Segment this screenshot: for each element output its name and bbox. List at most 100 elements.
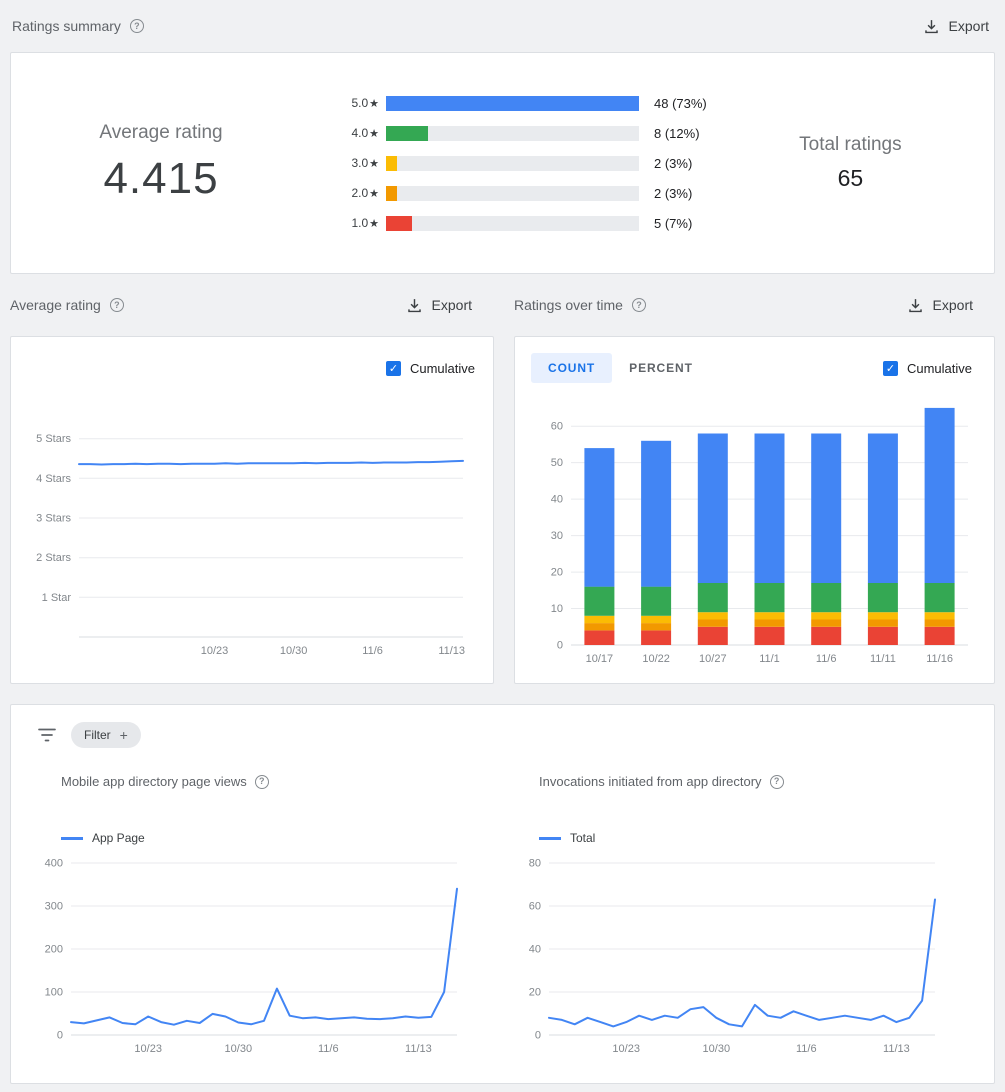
export-label: Export <box>948 18 989 34</box>
svg-text:4 Stars: 4 Stars <box>36 473 71 485</box>
svg-text:11/11: 11/11 <box>870 653 896 665</box>
svg-text:3 Stars: 3 Stars <box>36 513 71 525</box>
bar-segment <box>754 626 785 645</box>
rating-bar-fill <box>386 215 413 231</box>
average-rating-chart: 5 Stars 4 Stars 3 Stars 2 Stars 1 Star 10/23 1… <box>36 433 465 657</box>
export-button-average-rating[interactable]: Export <box>406 297 472 314</box>
cumulative-checkbox[interactable]: ✓ Cumulative <box>882 360 972 376</box>
app-directory-charts: Mobile app directory page views ? App Pa… <box>11 774 994 1069</box>
svg-text:0: 0 <box>535 1030 541 1042</box>
average-rating-card-toolbar: ✓ Cumulative <box>17 353 483 383</box>
bar-segment <box>924 626 955 645</box>
ratings-summary-header: Ratings summary ? Export <box>10 0 995 52</box>
star-icon: ★ <box>369 187 379 200</box>
rating-bar-track <box>386 215 639 231</box>
svg-text:40: 40 <box>551 494 563 506</box>
average-rating-section-header: Average rating ? Export <box>10 297 494 314</box>
help-icon[interactable]: ? <box>109 298 124 312</box>
cumulative-checkbox[interactable]: ✓ Cumulative <box>385 360 475 376</box>
help-icon[interactable]: ? <box>129 19 144 33</box>
svg-text:20: 20 <box>529 987 541 999</box>
series-line <box>548 898 936 1028</box>
bar-segment <box>924 407 955 583</box>
svg-text:11/6: 11/6 <box>362 645 383 657</box>
svg-text:40: 40 <box>529 944 541 956</box>
ratings-summary-title: Ratings summary <box>12 18 121 34</box>
help-icon[interactable]: ? <box>631 298 646 312</box>
rating-distribution-row: 4.0 ★ 8 (12%) <box>335 118 707 148</box>
invocations-title-group: Invocations initiated from app directory… <box>539 774 967 789</box>
rating-bar-fill <box>386 155 397 171</box>
bar-segment <box>697 619 728 627</box>
export-label: Export <box>932 297 973 313</box>
tab-percent[interactable]: PERCENT <box>629 361 693 375</box>
filter-chip[interactable]: Filter + <box>71 722 141 748</box>
svg-text:11/13: 11/13 <box>405 1043 432 1055</box>
bar-segment <box>754 612 785 620</box>
ratings-summary-title-group: Ratings summary ? <box>12 18 144 34</box>
svg-text:200: 200 <box>45 944 63 956</box>
rating-count-label: 48 (73%) <box>654 95 707 111</box>
download-icon <box>924 19 938 33</box>
svg-text:10/27: 10/27 <box>699 653 727 665</box>
star-icon: ★ <box>369 157 379 170</box>
svg-text:50: 50 <box>551 457 563 469</box>
download-icon <box>908 298 922 312</box>
export-button-ratings-summary[interactable]: Export <box>923 18 989 35</box>
ratings-over-time-section-header: Ratings over time ? Export <box>514 297 995 314</box>
legend-label: App Page <box>92 831 145 845</box>
export-button-ratings-over-time[interactable]: Export <box>907 297 973 314</box>
legend-line-icon <box>539 836 561 840</box>
filter-icon[interactable] <box>38 728 56 742</box>
star-icon: ★ <box>369 127 379 140</box>
average-rating-block: Average rating 4.415 <box>11 122 311 204</box>
page-views-title-group: Mobile app directory page views ? <box>61 774 489 789</box>
svg-text:100: 100 <box>45 987 63 999</box>
help-icon[interactable]: ? <box>769 774 784 789</box>
svg-text:60: 60 <box>551 421 563 433</box>
average-rating-section-title: Average rating <box>10 297 101 313</box>
average-rating-card: ✓ Cumulative 5 Stars 4 Stars 3 Stars 2 Star… <box>10 336 494 684</box>
bar-segment <box>584 623 615 631</box>
svg-text:11/6: 11/6 <box>318 1043 339 1055</box>
bar-segment <box>584 586 615 616</box>
ratings-over-time-title-group: Ratings over time ? <box>514 297 646 313</box>
svg-text:30: 30 <box>551 530 563 542</box>
svg-text:300: 300 <box>45 901 63 913</box>
bar-segment <box>754 619 785 627</box>
bar-segment <box>867 583 898 613</box>
ratings-over-time-card: COUNT PERCENT ✓ Cumulative 0 10 20 30 40 50 60… <box>514 336 995 684</box>
bar-segment <box>811 433 842 583</box>
bar-segment <box>584 630 615 645</box>
tab-count[interactable]: COUNT <box>531 353 613 383</box>
bar-segment <box>754 583 785 613</box>
svg-text:10/23: 10/23 <box>612 1043 640 1055</box>
help-icon[interactable]: ? <box>254 774 269 789</box>
svg-text:11/6: 11/6 <box>796 1043 817 1055</box>
svg-text:10: 10 <box>551 603 563 615</box>
series-line <box>78 459 464 466</box>
svg-text:20: 20 <box>551 567 563 579</box>
star-icon: ★ <box>369 97 379 110</box>
average-rating-label: Average rating <box>99 122 223 143</box>
bar-segment <box>697 626 728 645</box>
rating-bar-track <box>386 125 639 141</box>
total-ratings-label: Total ratings <box>799 134 902 155</box>
bar-segment <box>584 615 615 624</box>
svg-text:11/13: 11/13 <box>883 1043 910 1055</box>
rating-level-label: 2.0 ★ <box>351 186 379 200</box>
svg-text:0: 0 <box>57 1030 63 1042</box>
page-views-title: Mobile app directory page views <box>61 774 247 789</box>
invocations-panel: Invocations initiated from app directory… <box>489 774 967 1069</box>
page-views-chart: 0 100 200 300 400 10/23 10/30 11/6 11/13 <box>45 858 458 1055</box>
cumulative-label: Cumulative <box>906 360 972 376</box>
bar-segment <box>867 612 898 620</box>
rating-level-label: 4.0 ★ <box>351 126 379 140</box>
bar-segment <box>867 619 898 627</box>
svg-text:10/17: 10/17 <box>586 653 614 665</box>
rating-distribution-row: 5.0 ★ 48 (73%) <box>335 88 707 118</box>
bar-segment <box>641 586 672 616</box>
ratings-over-time-section-title: Ratings over time <box>514 297 623 313</box>
rating-level-label: 3.0 ★ <box>351 156 379 170</box>
ratings-distribution: 5.0 ★ 48 (73%) 4.0 ★ 8 (12%) 3.0 ★ 2 (3%) 2.0 ★ 2 (… <box>335 88 707 238</box>
